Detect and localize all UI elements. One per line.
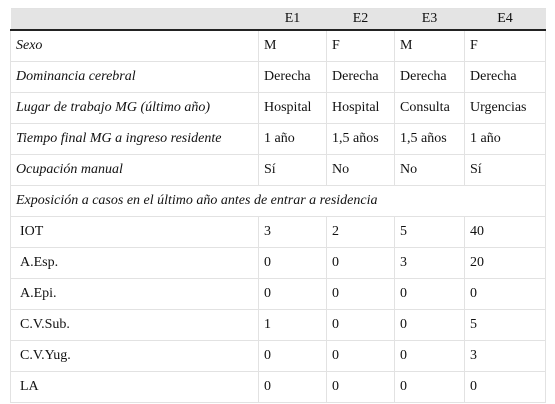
cell: F — [464, 29, 546, 62]
cell: 0 — [394, 340, 465, 372]
data-table: E1 E2 E3 E4 Sexo M F M F Dominancia cerebral Dere… — [10, 8, 546, 403]
column-header: E4 — [464, 8, 546, 31]
cell: Sí — [464, 154, 546, 186]
cell: 1,5 años — [326, 123, 395, 155]
cell: 2 — [326, 216, 395, 248]
cell: F — [326, 29, 395, 62]
table-row: Dominancia cerebral Derecha Derecha Derecha… — [10, 61, 546, 93]
cell: 3 — [464, 340, 546, 372]
table-row: Ocupación manual Sí No No Sí — [10, 154, 546, 186]
cell: 3 — [258, 216, 327, 248]
row-label: C.V.Sub. — [10, 309, 259, 341]
cell: 1 año — [258, 123, 327, 155]
row-label: Tiempo final MG a ingreso residente — [10, 123, 259, 155]
table-row: A.Esp. 0 0 3 20 — [10, 247, 546, 279]
table-row: C.V.Yug. 0 0 0 3 — [10, 340, 546, 372]
cell: M — [394, 29, 465, 62]
cell: 0 — [394, 309, 465, 341]
cell: 0 — [258, 340, 327, 372]
cell: Derecha — [464, 61, 546, 93]
cell: No — [394, 154, 465, 186]
cell: 1,5 años — [394, 123, 465, 155]
cell: Hospital — [258, 92, 327, 124]
cell: Urgencias — [464, 92, 546, 124]
cell: 0 — [394, 278, 465, 310]
header-row: E1 E2 E3 E4 — [10, 8, 546, 31]
header-corner — [10, 8, 259, 31]
cell: Hospital — [326, 92, 395, 124]
table-row: LA 0 0 0 0 — [10, 371, 546, 403]
cell: 40 — [464, 216, 546, 248]
row-label: Sexo — [10, 29, 259, 62]
row-label: C.V.Yug. — [10, 340, 259, 372]
row-label: LA — [10, 371, 259, 403]
section-row: Exposición a casos en el último año ante… — [10, 185, 546, 217]
row-label: Ocupación manual — [10, 154, 259, 186]
row-label: A.Esp. — [10, 247, 259, 279]
cell: 5 — [394, 216, 465, 248]
cell: 0 — [258, 278, 327, 310]
cell: 0 — [258, 247, 327, 279]
column-header: E1 — [258, 8, 327, 31]
table-body: Sexo M F M F Dominancia cerebral Derecha Derech… — [10, 29, 546, 403]
table-row: IOT 3 2 5 40 — [10, 216, 546, 248]
cell: 5 — [464, 309, 546, 341]
cell: 0 — [326, 371, 395, 403]
cell: 3 — [394, 247, 465, 279]
cell: 0 — [258, 371, 327, 403]
section-label: Exposición a casos en el último año ante… — [10, 185, 546, 217]
table-row: C.V.Sub. 1 0 0 5 — [10, 309, 546, 341]
cell: 0 — [326, 309, 395, 341]
table-row: Tiempo final MG a ingreso residente 1 año… — [10, 123, 546, 155]
column-header: E2 — [326, 8, 395, 31]
table-row: Sexo M F M F — [10, 29, 546, 62]
cell: Derecha — [258, 61, 327, 93]
row-label: Dominancia cerebral — [10, 61, 259, 93]
cell: No — [326, 154, 395, 186]
cell: 0 — [326, 340, 395, 372]
cell: Derecha — [326, 61, 395, 93]
cell: 1 año — [464, 123, 546, 155]
row-label: IOT — [10, 216, 259, 248]
cell: 0 — [394, 371, 465, 403]
cell: Sí — [258, 154, 327, 186]
table-row: Lugar de trabajo MG (último año) Hospital… — [10, 92, 546, 124]
row-label: Lugar de trabajo MG (último año) — [10, 92, 259, 124]
cell: 0 — [464, 278, 546, 310]
table-row: A.Epi. 0 0 0 0 — [10, 278, 546, 310]
row-label: A.Epi. — [10, 278, 259, 310]
cell: 0 — [464, 371, 546, 403]
cell: 0 — [326, 247, 395, 279]
column-header: E3 — [394, 8, 465, 31]
cell: 0 — [326, 278, 395, 310]
cell: Derecha — [394, 61, 465, 93]
cell: M — [258, 29, 327, 62]
cell: Consulta — [394, 92, 465, 124]
cell: 20 — [464, 247, 546, 279]
cell: 1 — [258, 309, 327, 341]
